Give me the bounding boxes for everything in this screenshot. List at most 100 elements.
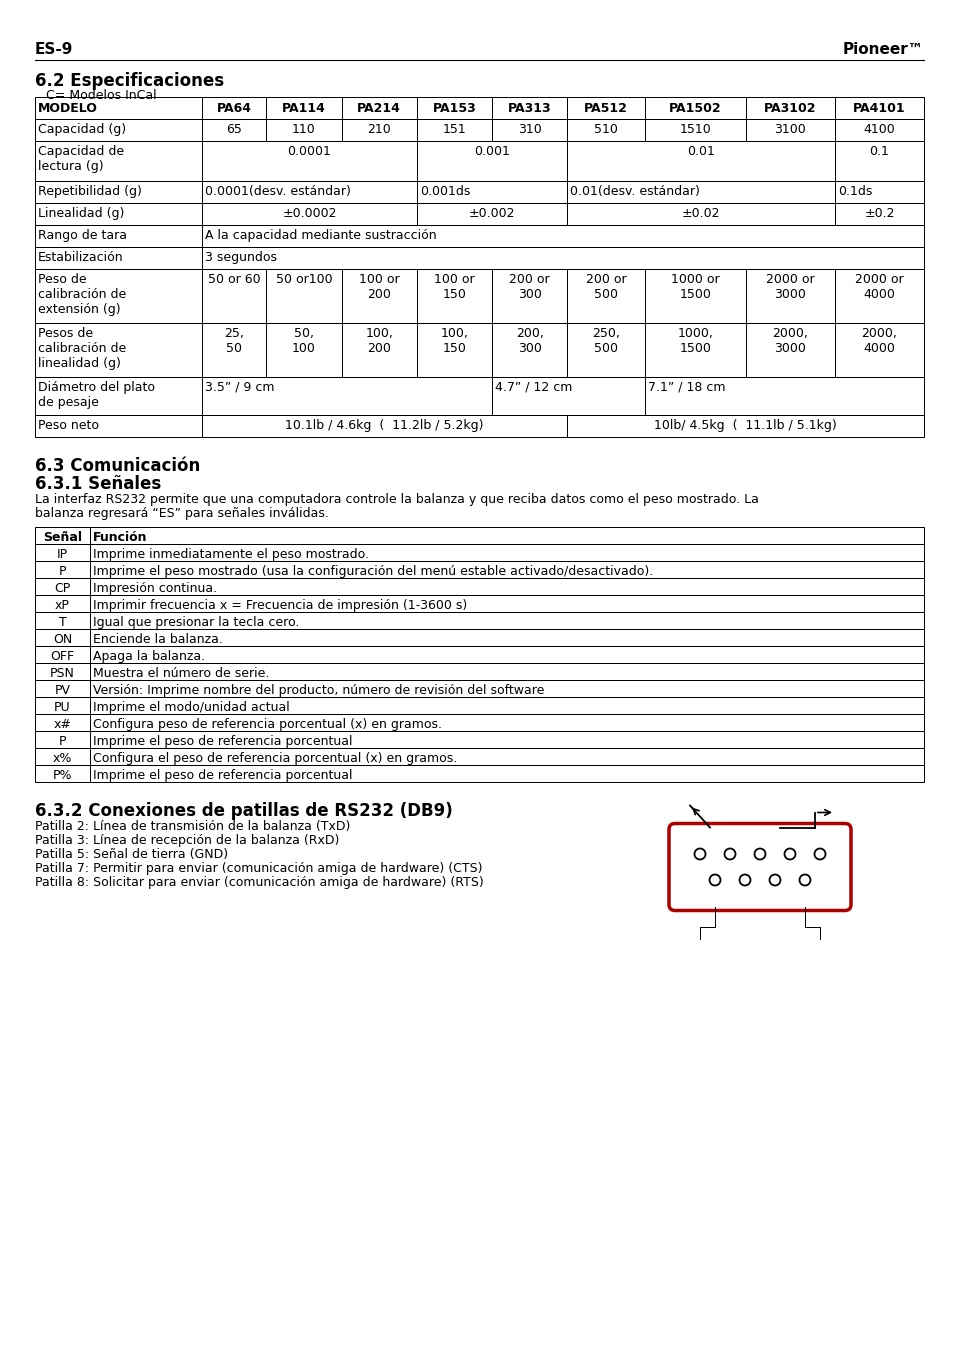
Text: MODELO: MODELO [38, 102, 98, 115]
Text: Imprime el peso de referencia porcentual: Imprime el peso de referencia porcentual [92, 769, 352, 783]
Text: PA64: PA64 [216, 102, 252, 115]
Bar [35, 663, 923, 680]
Text: 100,
200: 100, 200 [365, 328, 393, 355]
Text: 200 or
300: 200 or 300 [509, 274, 549, 301]
Text: A la capacidad mediante sustracción: A la capacidad mediante sustracción [205, 229, 436, 242]
Text: 3100: 3100 [774, 123, 805, 135]
Text: 0.0001: 0.0001 [287, 145, 331, 158]
Bar [35, 225, 923, 246]
Text: xP: xP [55, 598, 70, 612]
Text: 100 or
200: 100 or 200 [358, 274, 399, 301]
Text: PA3102: PA3102 [763, 102, 816, 115]
Bar [35, 612, 923, 630]
Bar [35, 578, 923, 594]
Text: T: T [58, 616, 67, 630]
Text: PA214: PA214 [356, 102, 400, 115]
Text: Patilla 3: Línea de recepción de la balanza (RxD): Patilla 3: Línea de recepción de la bala… [35, 834, 339, 848]
Text: Peso de
calibración de
extensión (g): Peso de calibración de extensión (g) [38, 274, 126, 315]
Text: 1000 or
1500: 1000 or 1500 [671, 274, 719, 301]
Text: PU: PU [54, 701, 71, 714]
Text: Pesos de
calibración de
linealidad (g): Pesos de calibración de linealidad (g) [38, 328, 126, 370]
Text: 151: 151 [442, 123, 466, 135]
Bar [35, 731, 923, 747]
Text: 50 or 60: 50 or 60 [208, 274, 260, 286]
Text: 0.01: 0.01 [686, 145, 714, 158]
Text: 25,
50: 25, 50 [224, 328, 244, 355]
Text: 3.5” / 9 cm: 3.5” / 9 cm [205, 380, 274, 394]
Text: 250,
500: 250, 500 [592, 328, 619, 355]
Text: 6.2 Especificaciones: 6.2 Especificaciones [35, 72, 224, 89]
Text: Patilla 5: Señal de tierra (GND): Patilla 5: Señal de tierra (GND) [35, 848, 228, 861]
Text: PV: PV [54, 684, 71, 697]
Bar [35, 594, 923, 612]
Text: ±0.2: ±0.2 [863, 207, 894, 219]
Text: Patilla 8: Solicitar para enviar (comunicación amiga de hardware) (RTS): Patilla 8: Solicitar para enviar (comuni… [35, 876, 483, 890]
Bar [35, 414, 923, 437]
Text: PA114: PA114 [282, 102, 326, 115]
Text: Función: Función [92, 531, 148, 544]
Text: ±0.0002: ±0.0002 [282, 207, 336, 219]
Text: balanza regresará “ES” para señales inválidas.: balanza regresará “ES” para señales invá… [35, 506, 329, 520]
Text: 6.3 Comunicación: 6.3 Comunicación [35, 458, 200, 475]
Text: 3 segundos: 3 segundos [205, 250, 277, 264]
Text: 510: 510 [594, 123, 618, 135]
Text: P%: P% [52, 769, 72, 783]
Text: 4.7” / 12 cm: 4.7” / 12 cm [495, 380, 572, 394]
Text: Impresión continua.: Impresión continua. [92, 582, 217, 594]
Text: CP: CP [54, 582, 71, 594]
Text: 65: 65 [226, 123, 242, 135]
Bar [35, 324, 923, 376]
Text: 100,
150: 100, 150 [440, 328, 468, 355]
Bar [35, 697, 923, 714]
Text: 0.1ds: 0.1ds [837, 185, 871, 198]
Bar [35, 141, 923, 181]
Text: 0.01(desv. estándar): 0.01(desv. estándar) [570, 185, 700, 198]
Text: 1000,
1500: 1000, 1500 [677, 328, 713, 355]
Text: Muestra el número de serie.: Muestra el número de serie. [92, 668, 269, 680]
Text: Capacidad (g): Capacidad (g) [38, 123, 126, 135]
Text: 2000 or
4000: 2000 or 4000 [854, 274, 902, 301]
Text: Imprime el peso mostrado (usa la configuración del menú estable activado/desacti: Imprime el peso mostrado (usa la configu… [92, 565, 653, 578]
Text: Imprimir frecuencia x = Frecuencia de impresión (1-3600 s): Imprimir frecuencia x = Frecuencia de im… [92, 598, 467, 612]
Text: PA313: PA313 [507, 102, 551, 115]
Bar [35, 561, 923, 578]
Text: ±0.02: ±0.02 [681, 207, 720, 219]
Text: 50 or100: 50 or100 [275, 274, 332, 286]
Text: Patilla 7: Permitir para enviar (comunicación amiga de hardware) (CTS): Patilla 7: Permitir para enviar (comunic… [35, 862, 482, 875]
Text: PA153: PA153 [432, 102, 476, 115]
Text: ON: ON [52, 634, 72, 646]
Text: 100 or
150: 100 or 150 [434, 274, 475, 301]
Text: C= Modelos InCal: C= Modelos InCal [42, 89, 156, 102]
Text: 200,
300: 200, 300 [516, 328, 543, 355]
Text: Imprime el modo/unidad actual: Imprime el modo/unidad actual [92, 701, 290, 714]
Text: 310: 310 [517, 123, 541, 135]
Text: 4100: 4100 [862, 123, 894, 135]
Text: 0.001: 0.001 [474, 145, 510, 158]
Bar [35, 646, 923, 663]
Text: 50,
100: 50, 100 [292, 328, 315, 355]
Text: Peso neto: Peso neto [38, 418, 99, 432]
Text: 2000,
3000: 2000, 3000 [772, 328, 807, 355]
Text: 110: 110 [292, 123, 315, 135]
Bar [35, 246, 923, 269]
Text: Pioneer™: Pioneer™ [842, 42, 923, 57]
Text: 10.1lb / 4.6kg  (  11.2lb / 5.2kg): 10.1lb / 4.6kg ( 11.2lb / 5.2kg) [285, 418, 483, 432]
Text: PA1502: PA1502 [668, 102, 721, 115]
Bar [35, 765, 923, 783]
Text: Repetibilidad (g): Repetibilidad (g) [38, 185, 142, 198]
Text: ES-9: ES-9 [35, 42, 73, 57]
Text: Linealidad (g): Linealidad (g) [38, 207, 124, 219]
Bar [35, 714, 923, 731]
Bar [35, 680, 923, 697]
Text: 0.001ds: 0.001ds [419, 185, 470, 198]
Text: 2000 or
3000: 2000 or 3000 [765, 274, 814, 301]
Bar [35, 119, 923, 141]
Text: Imprime el peso de referencia porcentual: Imprime el peso de referencia porcentual [92, 735, 352, 747]
Text: Apaga la balanza.: Apaga la balanza. [92, 650, 205, 663]
Text: OFF: OFF [51, 650, 74, 663]
Text: Rango de tara: Rango de tara [38, 229, 127, 242]
Bar [35, 181, 923, 203]
Bar [35, 97, 923, 119]
Bar [35, 376, 923, 414]
Text: 10lb/ 4.5kg  (  11.1lb / 5.1kg): 10lb/ 4.5kg ( 11.1lb / 5.1kg) [654, 418, 836, 432]
